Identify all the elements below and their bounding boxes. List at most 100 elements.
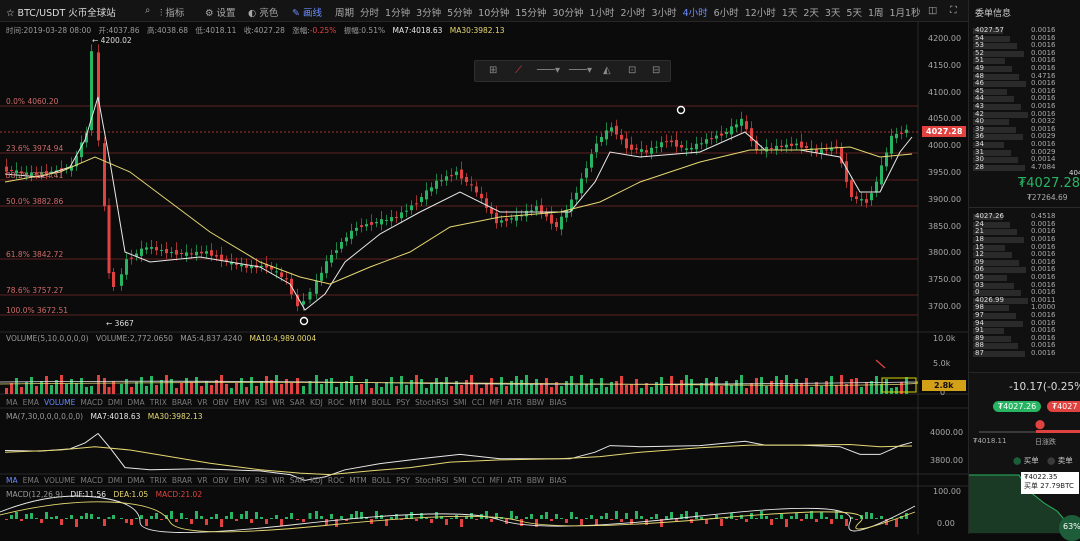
order-row[interactable]: 09 0.0016 bbox=[969, 258, 1080, 267]
period-5[interactable]: 15分钟 bbox=[515, 8, 547, 19]
order-row[interactable]: 46 0.0016 bbox=[969, 80, 1080, 88]
indicator-tab[interactable]: TRIX bbox=[149, 398, 167, 407]
period-14[interactable]: 2天 bbox=[803, 8, 819, 19]
order-row[interactable]: 51 0.0016 bbox=[969, 57, 1080, 65]
period-10[interactable]: 4小时 bbox=[682, 8, 708, 19]
indicator-tab[interactable]: SMI bbox=[453, 476, 467, 485]
period-0[interactable]: 分时 bbox=[360, 8, 380, 19]
indicator-tab[interactable]: RSI bbox=[254, 398, 268, 407]
order-row[interactable]: 4027.26 0.4518 bbox=[969, 213, 1080, 221]
order-row[interactable]: 06 0.0016 bbox=[969, 266, 1080, 274]
indicator-tab[interactable]: BBW bbox=[526, 476, 545, 485]
order-row[interactable]: 52 0.0016 bbox=[969, 49, 1080, 58]
indicator-tab[interactable]: OBV bbox=[212, 476, 229, 485]
trash-icon[interactable]: ⊟ bbox=[652, 65, 661, 76]
indicator-tab[interactable]: BOLL bbox=[371, 476, 392, 485]
line-width-select[interactable]: ───▾ bbox=[569, 65, 593, 76]
fill-icon[interactable]: ◭ bbox=[603, 65, 611, 76]
period-13[interactable]: 1天 bbox=[781, 8, 798, 19]
period-12[interactable]: 12小时 bbox=[744, 8, 776, 19]
indicator-tab[interactable]: BRAR bbox=[171, 398, 193, 407]
indicator-tab[interactable]: DMI bbox=[107, 476, 123, 485]
indicator-tab[interactable]: MACD bbox=[80, 476, 103, 485]
order-row[interactable]: 4026.99 0.0011 bbox=[969, 296, 1080, 305]
indicator-tab[interactable]: PSY bbox=[396, 398, 410, 407]
indicator-tab[interactable]: CCI bbox=[471, 476, 485, 485]
fullscreen-icon[interactable]: ⛶ bbox=[950, 5, 957, 16]
order-row[interactable]: 91 0.0016 bbox=[969, 327, 1080, 335]
period-3[interactable]: 5分钟 bbox=[447, 8, 473, 19]
order-row[interactable]: 4027.57 0.0016 bbox=[969, 26, 1080, 35]
indicator-tab[interactable]: ATR bbox=[507, 476, 522, 485]
indicator-tab[interactable]: WR bbox=[272, 476, 285, 485]
indicator-tab[interactable]: KDJ bbox=[309, 398, 323, 407]
refresh-interval[interactable]: 1秒 bbox=[905, 8, 921, 19]
order-row[interactable]: 34 0.0016 bbox=[969, 140, 1080, 149]
order-row[interactable]: 24 0.0016 bbox=[969, 220, 1080, 229]
theme-button[interactable]: ◐ 亮色 bbox=[248, 8, 279, 19]
indicator-tab[interactable]: TRIX bbox=[149, 476, 167, 485]
lock-icon[interactable]: ⊡ bbox=[628, 65, 637, 76]
period-11[interactable]: 6小时 bbox=[713, 8, 739, 19]
order-row[interactable]: 0 0.0016 bbox=[969, 289, 1080, 297]
indicator-tab[interactable]: SMI bbox=[453, 398, 467, 407]
indicator-tab[interactable]: DMI bbox=[107, 398, 123, 407]
indicator-tab[interactable]: MFI bbox=[489, 476, 503, 485]
indicator-tab[interactable]: PSY bbox=[396, 476, 410, 485]
chart-canvas[interactable] bbox=[0, 22, 968, 534]
draw-button[interactable]: ✎ 画线 bbox=[292, 8, 322, 19]
order-row[interactable]: 89 0.0016 bbox=[969, 334, 1080, 343]
indicator-tab[interactable]: MTM bbox=[349, 398, 367, 407]
indicator-tab[interactable]: EMV bbox=[233, 476, 250, 485]
settings-button[interactable]: ⚙ 设置 bbox=[205, 8, 236, 19]
order-row[interactable]: 48 0.4716 bbox=[969, 72, 1080, 81]
period-1[interactable]: 1分钟 bbox=[385, 8, 411, 19]
indicator-tab[interactable]: VR bbox=[197, 398, 208, 407]
order-row[interactable]: 53 0.0016 bbox=[969, 42, 1080, 50]
order-row[interactable]: 36 0.0029 bbox=[969, 133, 1080, 141]
camera-icon[interactable]: ◫ bbox=[928, 5, 937, 16]
order-row[interactable]: 12 0.0016 bbox=[969, 251, 1080, 259]
order-row[interactable]: 45 0.0016 bbox=[969, 87, 1080, 96]
period-6[interactable]: 30分钟 bbox=[552, 8, 584, 19]
period-9[interactable]: 3小时 bbox=[651, 8, 677, 19]
period-7[interactable]: 1小时 bbox=[589, 8, 615, 19]
indicator-tab[interactable]: EMA bbox=[22, 398, 39, 407]
pair-title[interactable]: ☆ BTC/USDT 火币全球站 bbox=[6, 8, 116, 19]
indicator-tab[interactable]: BIAS bbox=[549, 398, 567, 407]
order-row[interactable]: 42 0.0016 bbox=[969, 110, 1080, 119]
order-row[interactable]: 05 0.0016 bbox=[969, 273, 1080, 282]
order-row[interactable]: 98 1.0000 bbox=[969, 304, 1080, 312]
line-style-select[interactable]: ───▾ bbox=[537, 65, 561, 76]
order-row[interactable]: 44 0.0016 bbox=[969, 95, 1080, 103]
indicator-tab[interactable]: BRAR bbox=[171, 476, 193, 485]
buy-price-pill[interactable]: ₮4027.26 bbox=[993, 401, 1042, 412]
order-row[interactable]: 54 0.0016 bbox=[969, 34, 1080, 43]
order-row[interactable]: 15 0.0016 bbox=[969, 243, 1080, 252]
order-row[interactable]: 49 0.0016 bbox=[969, 64, 1080, 73]
indicator-tab[interactable]: SAR bbox=[289, 398, 305, 407]
indicator-tab[interactable]: MTM bbox=[349, 476, 367, 485]
order-row[interactable]: 87 0.0016 bbox=[969, 349, 1080, 358]
order-row[interactable]: 28 4.7084 bbox=[969, 163, 1080, 172]
indicator-tab[interactable]: VOLUME bbox=[43, 398, 76, 407]
indicator-tab[interactable]: KDJ bbox=[309, 476, 323, 485]
order-row[interactable]: 88 0.0016 bbox=[969, 342, 1080, 350]
indicator-tab[interactable]: ROC bbox=[327, 398, 345, 407]
sell-price-pill[interactable]: ₮4027 bbox=[1047, 401, 1080, 412]
order-row[interactable]: 18 0.0016 bbox=[969, 235, 1080, 244]
order-row[interactable]: 40 0.0032 bbox=[969, 118, 1080, 126]
indicator-button[interactable]: ⫶ 指标 bbox=[160, 8, 185, 19]
period-2[interactable]: 3分钟 bbox=[416, 8, 442, 19]
indicator-tab[interactable]: BBW bbox=[526, 398, 545, 407]
order-row[interactable]: 30 0.0014 bbox=[969, 155, 1080, 164]
indicator-tab[interactable]: ROC bbox=[327, 476, 345, 485]
indicator-tab[interactable]: CCI bbox=[471, 398, 485, 407]
order-row[interactable]: 31 0.0029 bbox=[969, 148, 1080, 157]
period-4[interactable]: 10分钟 bbox=[478, 8, 510, 19]
indicator-tab[interactable]: SAR bbox=[289, 476, 305, 485]
indicator-tab[interactable]: ATR bbox=[507, 398, 522, 407]
order-row[interactable]: 94 0.0016 bbox=[969, 319, 1080, 328]
indicator-tab[interactable]: EMV bbox=[233, 398, 250, 407]
indicator-tab[interactable]: MFI bbox=[489, 398, 503, 407]
